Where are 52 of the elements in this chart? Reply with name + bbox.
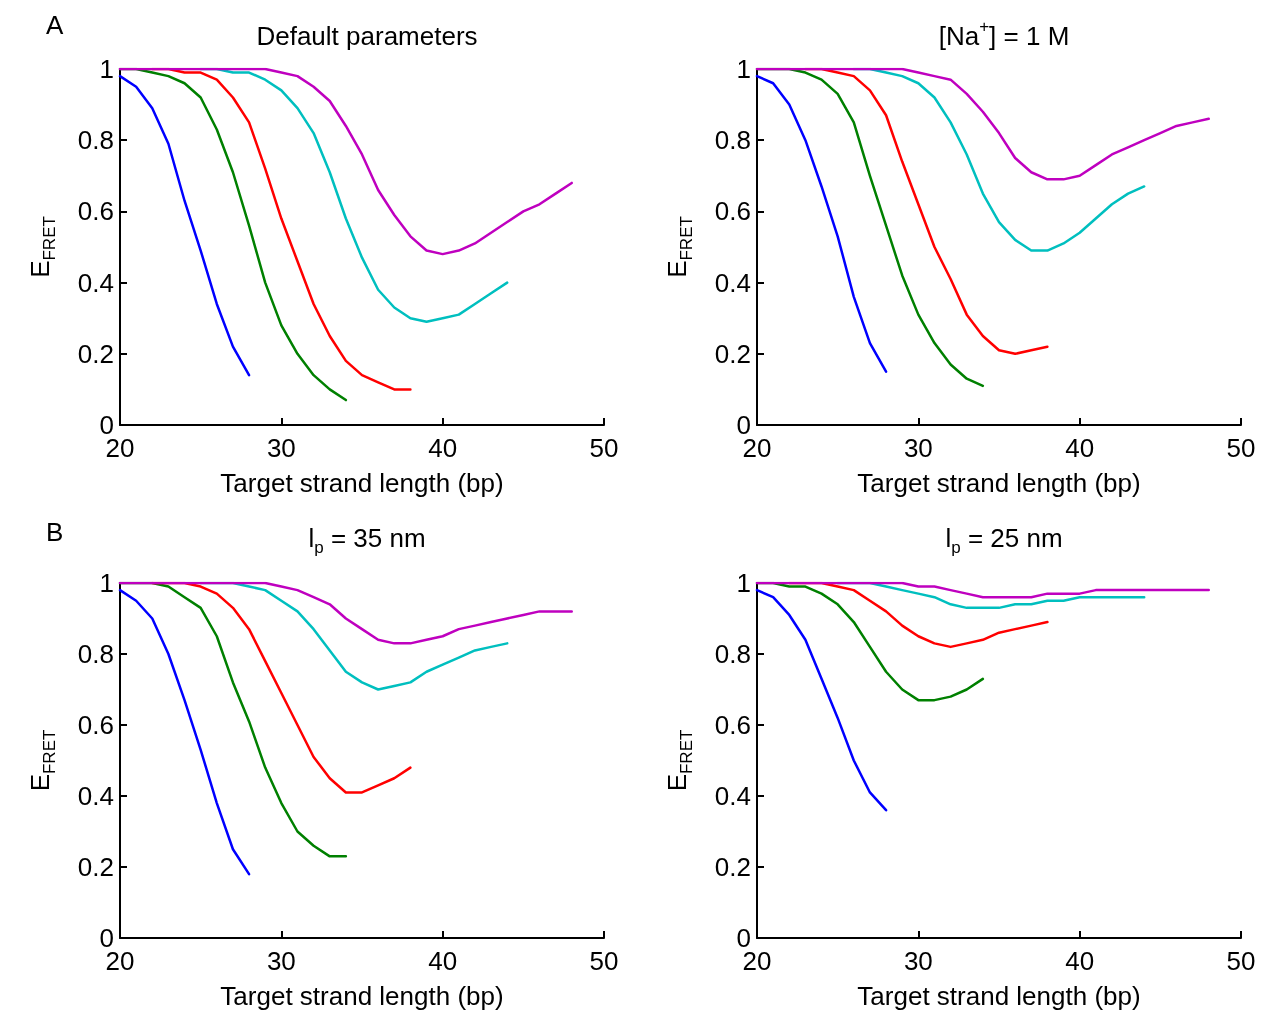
- x-tick-label: 50: [589, 946, 619, 976]
- x-tick-label: 40: [428, 433, 458, 463]
- line-series: [755, 67, 1210, 181]
- chart-title: Default parameters: [256, 21, 478, 51]
- x-tick-label: 40: [1065, 946, 1095, 976]
- y-tick-label: 0.4: [77, 781, 114, 811]
- x-tick-label: 50: [589, 433, 619, 463]
- line-series: [755, 581, 1210, 599]
- text: A: [46, 10, 64, 40]
- y-axis-title: EFRET: [662, 216, 696, 278]
- y-tick-label: 0.4: [77, 267, 114, 298]
- y-tick-label: 0.8: [714, 639, 751, 669]
- y-tick-label: 0.4: [714, 267, 751, 298]
- x-tick-label: 40: [428, 946, 458, 976]
- y-tick-label: 0.6: [77, 710, 114, 740]
- x-tick-label: 40: [1065, 433, 1095, 463]
- text: B: [46, 517, 64, 547]
- y-tick-label: 0.2: [77, 852, 114, 882]
- x-tick-label: 30: [266, 946, 296, 976]
- line-series: [118, 581, 573, 645]
- y-tick-label: 0.6: [714, 196, 751, 227]
- y-tick-label: 0.6: [714, 710, 751, 740]
- line-series: [118, 588, 251, 876]
- x-tick-label: 50: [1226, 946, 1256, 976]
- y-tick-label: 1: [99, 568, 114, 598]
- y-tick-label: 0.8: [77, 125, 114, 156]
- x-axis-title: Target strand length (bp): [220, 468, 504, 498]
- x-tick-label: 30: [903, 946, 933, 976]
- y-tick-label: 1: [736, 568, 751, 598]
- y-axis-title: EFRET: [25, 216, 59, 278]
- y-tick-label: 0.2: [77, 338, 114, 369]
- y-tick-label: 0.2: [714, 852, 751, 882]
- x-tick-label: 30: [903, 433, 933, 463]
- x-axis-title: Target strand length (bp): [857, 981, 1141, 1011]
- chart-title: [Na+] = 1 M: [938, 17, 1070, 51]
- y-tick-label: 1: [736, 54, 751, 84]
- y-tick-label: 0.4: [714, 781, 751, 811]
- x-tick-label: 30: [266, 433, 296, 463]
- y-axis-title: EFRET: [25, 729, 59, 792]
- x-axis-title: Target strand length (bp): [857, 468, 1141, 498]
- y-tick-label: 1: [99, 54, 114, 84]
- line-series: [118, 74, 251, 377]
- y-tick-label: 0.6: [77, 196, 114, 227]
- line-series: [755, 74, 888, 373]
- y-axis-title: EFRET: [662, 729, 696, 792]
- line-series: [118, 67, 573, 256]
- line-series: [755, 588, 888, 812]
- y-tick-label: 0.8: [77, 639, 114, 669]
- x-axis-title: Target strand length (bp): [220, 981, 504, 1011]
- y-tick-label: 0.2: [714, 338, 751, 369]
- x-tick-label: 50: [1226, 433, 1256, 463]
- y-tick-label: 0.8: [714, 125, 751, 156]
